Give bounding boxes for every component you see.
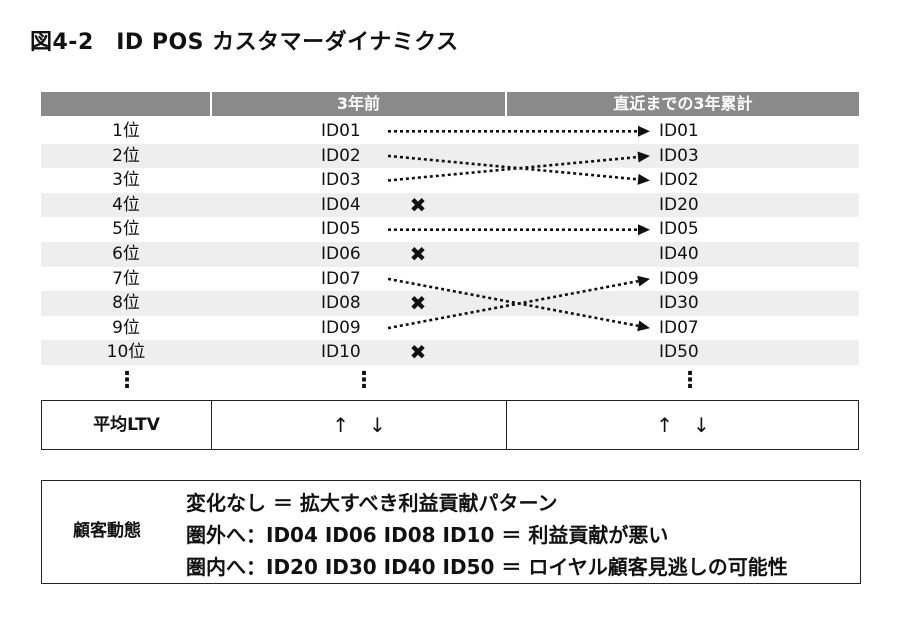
prev-id: ID02: [321, 145, 361, 166]
rank-label: 1位: [112, 121, 140, 141]
table-row: 1位 ID01 ID01: [41, 119, 859, 144]
ltv-row: 平均LTV ↑ ↓ ↑ ↓: [41, 400, 859, 450]
figure-title: 図4-2 ID POS カスタマーダイナミクス: [30, 30, 459, 55]
curr-id: ID07: [659, 317, 699, 338]
arrowhead-icon: [637, 151, 650, 163]
prev-id: ID05: [321, 219, 361, 240]
table-row: 6位 ID06 ✖ ID40: [41, 242, 859, 267]
arrowhead-icon: [637, 173, 650, 185]
ltv-label: 平均LTV: [93, 415, 160, 435]
rank-label: 9位: [112, 317, 140, 338]
curr-id: ID09: [659, 268, 699, 289]
dropped-x-icon: ✖: [409, 340, 427, 365]
dynamics-line-dropped: 圏外へ：ID04 ID06 ID08 ID10 ＝ 利益貢献が悪い: [186, 523, 669, 547]
curr-id: ID30: [659, 293, 699, 314]
dynamics-line-unchanged: 変化なし ＝ 拡大すべき利益貢献パターン: [186, 491, 558, 515]
arrowhead-icon: [637, 275, 650, 287]
dropped-x-icon: ✖: [409, 291, 427, 316]
curr-id: ID40: [659, 244, 699, 264]
header-prev: 3年前: [212, 92, 505, 116]
table-row: 5位 ID05 ID05: [41, 217, 859, 242]
ltv-prev-arrows: ↑ ↓: [332, 413, 386, 437]
rank-label: 3位: [112, 170, 140, 191]
curr-id: ID05: [659, 219, 699, 240]
curr-id: ID20: [659, 194, 699, 215]
rank-label: 5位: [112, 219, 140, 240]
rank-label: 7位: [112, 268, 140, 289]
table-row: 7位 ID07 ID09: [41, 267, 859, 292]
ellipsis-rank: ⋮: [116, 368, 138, 393]
dropped-x-icon: ✖: [409, 192, 427, 217]
curr-id: ID50: [659, 342, 699, 363]
table-row: 8位 ID08 ✖ ID30: [41, 291, 859, 316]
curr-id: ID01: [659, 121, 699, 141]
table-row: 9位 ID09 ID07: [41, 316, 859, 341]
transition-arrow-line: [387, 279, 639, 330]
prev-id: ID06: [321, 244, 361, 264]
rank-label: 8位: [112, 293, 140, 314]
prev-id: ID10: [321, 342, 361, 363]
dynamics-label: 顧客動態: [73, 521, 141, 541]
transition-arrow-line: [387, 277, 639, 328]
rank-label: 4位: [112, 194, 140, 215]
curr-id: ID03: [659, 145, 699, 166]
arrowhead-icon: [638, 125, 650, 137]
prev-id: ID03: [321, 170, 361, 191]
prev-id: ID08: [321, 293, 361, 314]
dropped-x-icon: ✖: [409, 242, 427, 266]
rank-label: 10位: [106, 342, 146, 363]
prev-id: ID07: [321, 268, 361, 289]
ellipsis-prev: ⋮: [353, 368, 375, 393]
rank-label: 6位: [112, 244, 140, 264]
prev-id: ID01: [321, 121, 361, 141]
prev-id: ID04: [321, 194, 361, 215]
table-row: 10位 ID10 ✖ ID50: [41, 340, 859, 365]
table-row: 3位 ID03 ID02: [41, 168, 859, 193]
header-curr: 直近までの3年累計: [507, 92, 859, 116]
ltv-curr-arrows: ↑ ↓: [656, 413, 710, 437]
dynamics-line-entered: 圏内へ：ID20 ID30 ID40 ID50 ＝ ロイヤル顧客見逃しの可能性: [186, 555, 788, 579]
arrowhead-icon: [638, 224, 650, 236]
table-row: 2位 ID02 ID03: [41, 143, 859, 169]
ellipsis-curr: ⋮: [679, 368, 701, 393]
customer-dynamics-box: 顧客動態 変化なし ＝ 拡大すべき利益貢献パターン 圏外へ：ID04 ID06 …: [41, 480, 861, 584]
table-row: 4位 ID04 ✖ ID20: [41, 192, 859, 218]
prev-id: ID09: [321, 317, 361, 338]
arrowhead-icon: [637, 320, 650, 332]
curr-id: ID02: [659, 170, 699, 191]
header-rank: [41, 92, 210, 116]
rank-label: 2位: [112, 145, 140, 166]
